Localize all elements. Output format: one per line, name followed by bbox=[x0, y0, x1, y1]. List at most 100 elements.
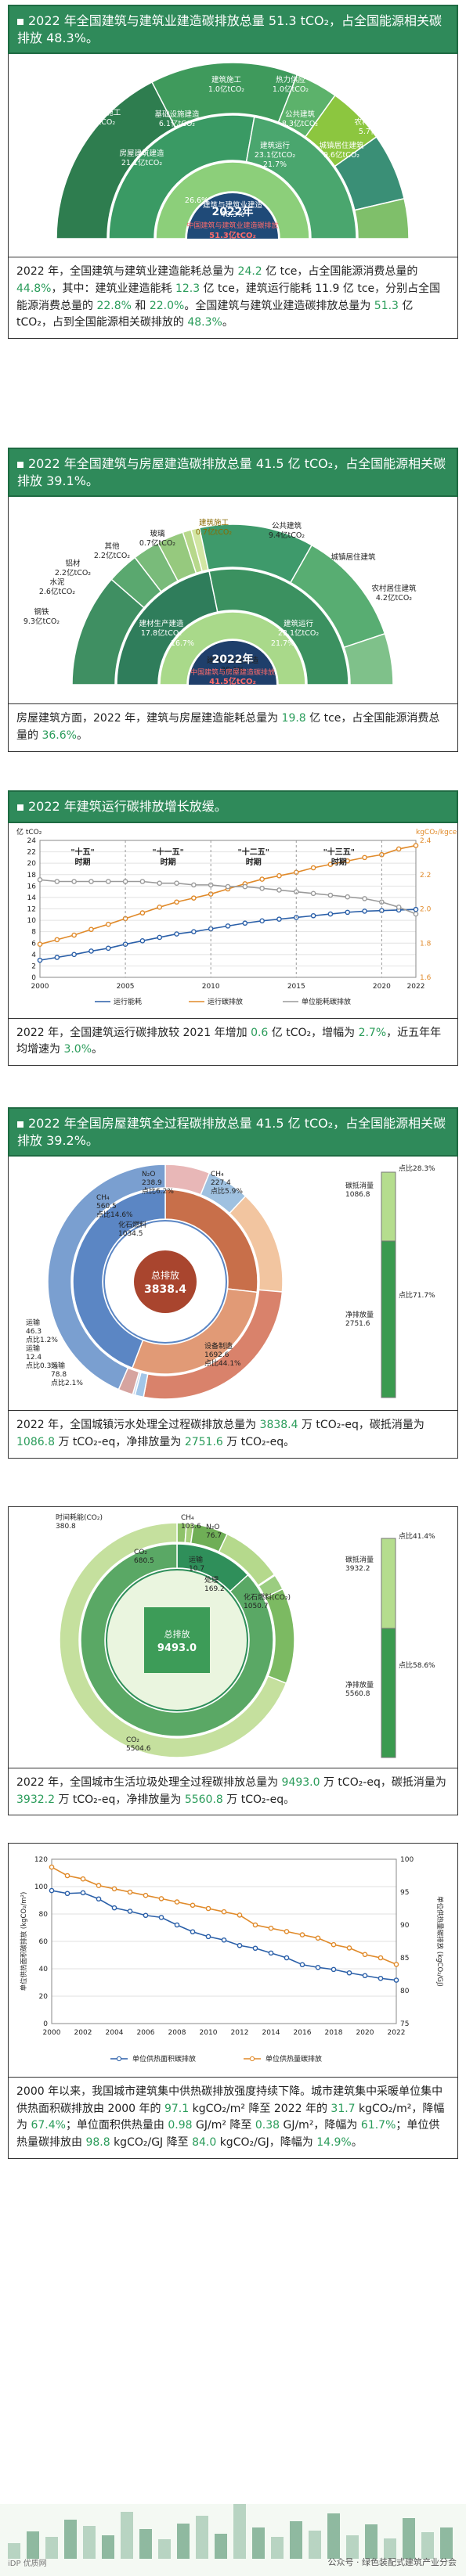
chart-2-label: 39.1% bbox=[221, 666, 244, 675]
chart-4-label: 点比14.6% bbox=[96, 1210, 133, 1219]
y-tick-left: 40 bbox=[39, 1966, 49, 1973]
chart-6-svg: 0 20 40 60 80 100 120 75 80 85 90 95 100 2000 2002 2004… bbox=[20, 1856, 444, 2063]
chart-2-label: 9.4亿tCO₂ bbox=[269, 531, 305, 540]
skyline-building bbox=[440, 2527, 453, 2559]
panel-2: 2022 年全国建筑与房屋建造碳排放总量 41.5 亿 tCO₂，占全国能源相关… bbox=[8, 448, 458, 752]
caption-highlight-value: 22.0% bbox=[149, 299, 185, 312]
chart-5-label: 10.7 bbox=[189, 1565, 204, 1573]
panel-4-title: 2022 年全国房屋建筑全过程碳排放总量 41.5 亿 tCO₂，占全国能源相关… bbox=[8, 1107, 458, 1157]
data-point bbox=[191, 894, 197, 901]
center-core bbox=[189, 641, 276, 685]
y-axis-label-left: 单位供热面积碳排放 (kgCO₂/m²) bbox=[20, 1892, 28, 1991]
data-point bbox=[310, 912, 316, 919]
data-point bbox=[345, 909, 351, 915]
y-tick-left: 4 bbox=[31, 951, 36, 959]
inner-ring-slice bbox=[155, 161, 310, 239]
data-point bbox=[276, 916, 282, 922]
skyline-building bbox=[158, 2539, 171, 2559]
bullet-icon bbox=[17, 18, 23, 25]
skyline-building bbox=[252, 2527, 265, 2559]
legend-label: 运行能耗 bbox=[114, 997, 142, 1006]
data-point bbox=[362, 895, 367, 901]
data-point bbox=[174, 880, 179, 886]
data-point bbox=[190, 1929, 196, 1935]
skyline-building bbox=[83, 2526, 96, 2559]
data-point bbox=[37, 876, 43, 883]
caption-text: 万 tCO₂-eq，碳抵消量为 bbox=[298, 1419, 424, 1432]
bullet-icon bbox=[17, 1121, 23, 1128]
data-point bbox=[190, 1902, 196, 1909]
chart-3-box: 0 2 4 6 8 10 12 14 16 18 20 22 24 1.6 1.8 2.0 2.2 2.4 2000… bbox=[8, 822, 458, 1019]
chart-5-box: 总排放 9493.0 CH₄ 103.6 N₂O 76.7 时间耗能(CO₂) 380.8 CO… bbox=[8, 1506, 458, 1768]
chart-4-svg: 总排放3838.4N₂O238.9点比6.2%CH₄227.4点比5.9%CH₄… bbox=[26, 1164, 435, 1400]
data-point bbox=[127, 1909, 133, 1914]
caption-highlight-value: 84.0 bbox=[192, 2136, 217, 2150]
data-point bbox=[139, 878, 146, 884]
chart-2-label: 建筑与房屋建造 bbox=[207, 656, 259, 665]
chart-5-label: N₂O bbox=[206, 1524, 219, 1531]
chart-1-label: 热力供应 bbox=[276, 75, 306, 85]
data-point bbox=[393, 1977, 399, 1983]
data-point bbox=[315, 1964, 321, 1970]
panel-1: 2022 年全国建筑与建筑业建造碳排放总量 51.3 tCO₂，占全国能源相关碳… bbox=[8, 5, 458, 339]
caption-text: ；单位供热量碳排放由 bbox=[16, 2119, 440, 2150]
center-title: 总排放 bbox=[164, 1628, 190, 1639]
data-point bbox=[105, 945, 111, 951]
data-point bbox=[327, 911, 334, 916]
chart-2-label: 其他 bbox=[104, 541, 120, 551]
data-point bbox=[54, 954, 60, 960]
panel-4: 2022 年全国房屋建筑全过程碳排放总量 41.5 亿 tCO₂，占全国能源相关… bbox=[8, 1107, 458, 1459]
chart-4-label: 2751.6 bbox=[345, 1320, 370, 1328]
series-line bbox=[51, 1890, 397, 1981]
data-point bbox=[158, 1915, 164, 1920]
caption-text: 房屋建筑方面，2022 年，建筑与房屋建造能耗总量为 bbox=[16, 712, 282, 725]
legend-label: 单位能耗碳排放 bbox=[302, 997, 351, 1006]
data-point bbox=[331, 1941, 337, 1948]
chart-4-label: 运输 bbox=[26, 1318, 40, 1327]
data-point bbox=[259, 918, 265, 923]
chart-2-label: 水泥 bbox=[49, 577, 65, 587]
skyline-building bbox=[346, 2535, 359, 2559]
outer-ring-slice bbox=[59, 1522, 287, 1758]
panel-3-title: 2022 年建筑运行碳排放增长放缓。 bbox=[8, 790, 458, 823]
chart-1-label: 21.7% bbox=[263, 160, 287, 169]
y-tick-left: 14 bbox=[27, 894, 37, 902]
data-point bbox=[413, 911, 419, 916]
y-tick-right: 75 bbox=[400, 2020, 409, 2028]
caption-text: 万 tCO₂-eq，净排放量为 bbox=[55, 1435, 185, 1448]
chart-2-box: 钢铁 9.3亿tCO₂ 水泥 2.6亿tCO₂ 铝材 2.2亿tCO₂ 其他 2.2亿tCO₂… bbox=[8, 497, 458, 705]
caption-highlight-value: 22.8% bbox=[96, 299, 132, 312]
x-tick: 2022 bbox=[407, 983, 425, 991]
caption-text: 亿 tce，占全国能源消费总量的 bbox=[262, 265, 418, 279]
data-point bbox=[413, 842, 419, 848]
data-point bbox=[362, 1973, 368, 1979]
data-point bbox=[225, 883, 231, 889]
chart-5-label: 化石燃料(CO₂) bbox=[244, 1592, 291, 1602]
skyline-building bbox=[233, 2504, 246, 2559]
net-emission-bar bbox=[381, 1628, 396, 1758]
chart-4-box: 总排放 3838.4 N₂O 238.9 点比6.2% CH₄ 227.4 点比5.9% CH₄… bbox=[8, 1157, 458, 1412]
chart-2-label: 4.2亿tCO₂ bbox=[376, 593, 412, 603]
caption-highlight-value: 1086.8 bbox=[16, 1435, 55, 1448]
caption-highlight-value: 97.1 bbox=[164, 2102, 190, 2115]
skyline-building bbox=[403, 2518, 415, 2559]
y-axis-label-right: kgCO₂/kgce bbox=[416, 829, 457, 836]
skyline-building bbox=[27, 2531, 39, 2559]
chart-5-label: 点比58.6% bbox=[399, 1660, 435, 1670]
center-title: 中国建筑与房屋建造碳排放 bbox=[190, 667, 275, 677]
chart-4-label: 238.9 bbox=[142, 1179, 162, 1187]
y-tick-right: 85 bbox=[400, 1955, 409, 1963]
chart-1-label: 建筑生产与施工 bbox=[69, 108, 121, 117]
data-point bbox=[105, 921, 111, 927]
series-line bbox=[39, 908, 417, 961]
panel-4-title-text: 2022 年全国房屋建筑全过程碳排放总量 41.5 亿 tCO₂，占全国能源相关… bbox=[17, 1116, 446, 1148]
chart-4-label: 1086.8 bbox=[345, 1191, 370, 1199]
panel-5-caption: 2022 年，全国城市生活垃圾处理全过程碳排放总量为 9493.0 万 tCO₂… bbox=[8, 1768, 458, 1816]
caption-text: 万 tCO₂-eq，碳抵消量为 bbox=[320, 1776, 446, 1789]
data-point bbox=[139, 909, 146, 916]
x-tick: 2010 bbox=[202, 983, 220, 991]
data-point bbox=[393, 1962, 399, 1967]
chart-4-label: 碳抵消量 bbox=[345, 1181, 374, 1190]
data-point bbox=[80, 1876, 86, 1882]
skyline-building bbox=[121, 2512, 133, 2559]
